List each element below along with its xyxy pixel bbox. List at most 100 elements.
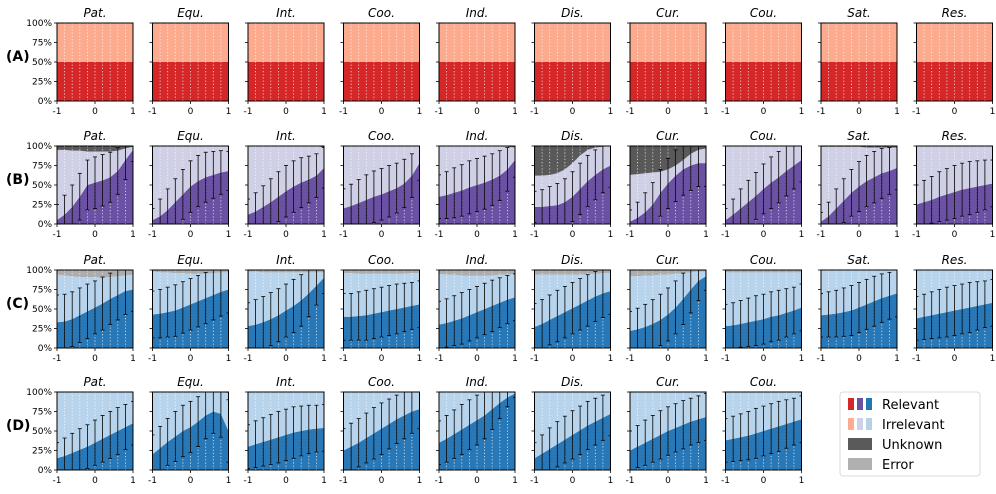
x-tick-label: 0	[188, 107, 194, 117]
x-tick-label: -1	[435, 476, 444, 486]
x-tick-label: 1	[321, 107, 327, 117]
x-tick-label: -1	[435, 230, 444, 240]
x-tick-label: 0	[952, 354, 958, 364]
x-tick-label: 0	[761, 354, 767, 364]
panel-body	[152, 392, 229, 470]
panel: Sat. -1 0 1	[817, 6, 900, 117]
x-tick-label: -1	[530, 354, 539, 364]
legend-label: Error	[882, 458, 914, 473]
row-label: (A)	[6, 49, 30, 65]
x-tick-label: 0	[761, 230, 767, 240]
panel-title: Res.	[942, 129, 968, 143]
panel-title: Equ.	[177, 6, 204, 20]
x-tick-label: 1	[512, 476, 518, 486]
panel: Ind. -1 0 1	[435, 253, 518, 364]
panel-body	[916, 146, 993, 224]
x-tick-label: 1	[130, 107, 136, 117]
panel: Equ. -1 0 1	[148, 375, 231, 486]
x-tick-label: -1	[912, 107, 921, 117]
y-tick-label: 50%	[32, 181, 52, 191]
x-tick-label: -1	[244, 107, 253, 117]
panel-body	[57, 146, 133, 224]
panel-title: Cou.	[750, 6, 777, 20]
panel-title: Dis.	[561, 129, 584, 143]
unknown-area	[534, 146, 611, 176]
panel-body	[152, 146, 229, 224]
panel-body	[821, 146, 897, 224]
x-tick-label: 1	[799, 230, 805, 240]
legend-swatch	[866, 418, 872, 430]
x-tick-label: 1	[799, 476, 805, 486]
panel: Int. -1 0 1	[244, 129, 327, 240]
panel-title: Sat.	[847, 129, 871, 143]
x-tick-label: 1	[417, 476, 423, 486]
panel-title: Ind.	[466, 375, 489, 389]
x-tick-label: 0	[379, 354, 385, 364]
legend-entry: Unknown	[848, 438, 942, 453]
panel: Coo. -1 0 1	[339, 129, 422, 240]
panel: Pat. -1 0 1 0% 25% 50% 75% 100%	[26, 129, 136, 240]
error-area	[439, 270, 515, 276]
panel: Cur. -1 0 1	[626, 375, 709, 486]
panel-title: Cou.	[750, 129, 777, 143]
x-tick-label: 0	[379, 107, 385, 117]
relevant-area	[534, 165, 611, 224]
relevant-area	[343, 163, 420, 224]
panel-title: Res.	[942, 253, 968, 267]
panel-title: Cou.	[750, 375, 777, 389]
panel-body	[248, 392, 324, 470]
x-tick-label: 0	[952, 107, 958, 117]
legend-label: Relevant	[882, 398, 939, 413]
x-tick-label: -1	[626, 476, 635, 486]
y-tick-label: 100%	[26, 388, 52, 398]
panel-title: Ind.	[466, 253, 489, 267]
x-tick-label: 1	[894, 107, 900, 117]
x-tick-label: -1	[148, 107, 157, 117]
panel: Coo. -1 0 1	[339, 375, 422, 486]
row-label: (D)	[6, 418, 30, 434]
panel-title: Equ.	[177, 375, 204, 389]
x-tick-label: 1	[226, 230, 232, 240]
x-tick-label: -1	[817, 230, 826, 240]
panel: Pat. -1 0 1 0% 25% 50% 75% 100%	[26, 375, 136, 486]
x-tick-label: 0	[474, 107, 480, 117]
x-tick-label: 0	[188, 476, 194, 486]
x-tick-label: 1	[226, 476, 232, 486]
panel-body	[725, 270, 802, 348]
panel-body	[630, 146, 706, 224]
x-tick-label: 1	[703, 107, 709, 117]
y-tick-label: 25%	[32, 325, 52, 335]
panel-body	[630, 270, 706, 348]
x-tick-label: 1	[512, 230, 518, 240]
panel: Sat. -1 0 1	[817, 253, 900, 364]
panel-title: Cou.	[750, 253, 777, 267]
panel-body	[248, 23, 324, 101]
x-tick-label: 1	[799, 107, 805, 117]
panel: Ind. -1 0 1	[435, 6, 518, 117]
x-tick-label: 1	[130, 354, 136, 364]
panel-body	[821, 23, 897, 101]
legend-swatch	[848, 438, 872, 450]
x-tick-label: 1	[512, 354, 518, 364]
x-tick-label: 0	[283, 230, 289, 240]
x-tick-label: 1	[321, 230, 327, 240]
panel: Sat. -1 0 1	[817, 129, 900, 240]
y-tick-label: 50%	[32, 58, 52, 68]
x-tick-label: 0	[952, 230, 958, 240]
panel: Coo. -1 0 1	[339, 253, 422, 364]
panel: Ind. -1 0 1	[435, 375, 518, 486]
x-tick-label: 1	[417, 354, 423, 364]
y-tick-label: 100%	[26, 266, 52, 276]
panel: Ind. -1 0 1	[435, 129, 518, 240]
panel: Cou. -1 0 1	[721, 375, 804, 486]
panel-title: Equ.	[177, 253, 204, 267]
panel-title: Int.	[276, 6, 296, 20]
panel: Equ. -1 0 1	[148, 253, 231, 364]
panel-body	[248, 146, 324, 224]
panel-body	[916, 270, 993, 348]
panel: Res. -1 0 1	[912, 129, 995, 240]
panel: Dis. -1 0 1	[530, 375, 613, 486]
y-tick-label: 25%	[32, 201, 52, 211]
legend-swatch	[848, 398, 854, 410]
panel-body	[534, 270, 611, 348]
